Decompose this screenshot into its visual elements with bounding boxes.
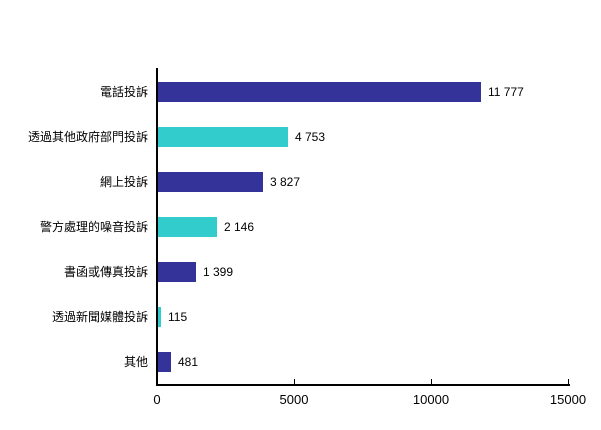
x-axis-line <box>156 384 570 386</box>
bar <box>158 172 263 192</box>
value-label: 3 827 <box>270 175 301 189</box>
value-label: 2 146 <box>224 220 255 234</box>
value-label: 115 <box>168 310 188 324</box>
x-tick-label: 5000 <box>279 392 309 407</box>
category-label: 警方處理的噪音投訴 <box>39 220 148 234</box>
x-tick-label: 15000 <box>549 392 587 407</box>
x-tick-mark <box>431 379 432 384</box>
value-label: 481 <box>178 355 199 369</box>
value-label: 11 777 <box>488 85 524 99</box>
x-tick-label: 0 <box>153 392 161 407</box>
bar <box>158 82 481 102</box>
category-label: 透過新聞媒體投訴 <box>51 310 148 324</box>
bar <box>158 217 217 237</box>
bar <box>158 352 171 372</box>
category-label: 其他 <box>123 355 148 369</box>
bar <box>158 262 196 282</box>
y-axis-line <box>156 68 158 386</box>
category-label: 書函或傳真投訴 <box>63 265 148 279</box>
x-tick-mark <box>568 379 569 384</box>
bar <box>158 127 288 147</box>
x-tick-mark <box>294 379 295 384</box>
value-label: 1 399 <box>203 265 234 279</box>
value-label: 4 753 <box>295 130 326 144</box>
x-tick-label: 10000 <box>412 392 450 407</box>
category-label: 透過其他政府部門投訴 <box>27 130 148 144</box>
category-label: 電話投訴 <box>99 85 148 99</box>
bar <box>158 307 161 327</box>
category-label: 網上投訴 <box>99 175 148 189</box>
